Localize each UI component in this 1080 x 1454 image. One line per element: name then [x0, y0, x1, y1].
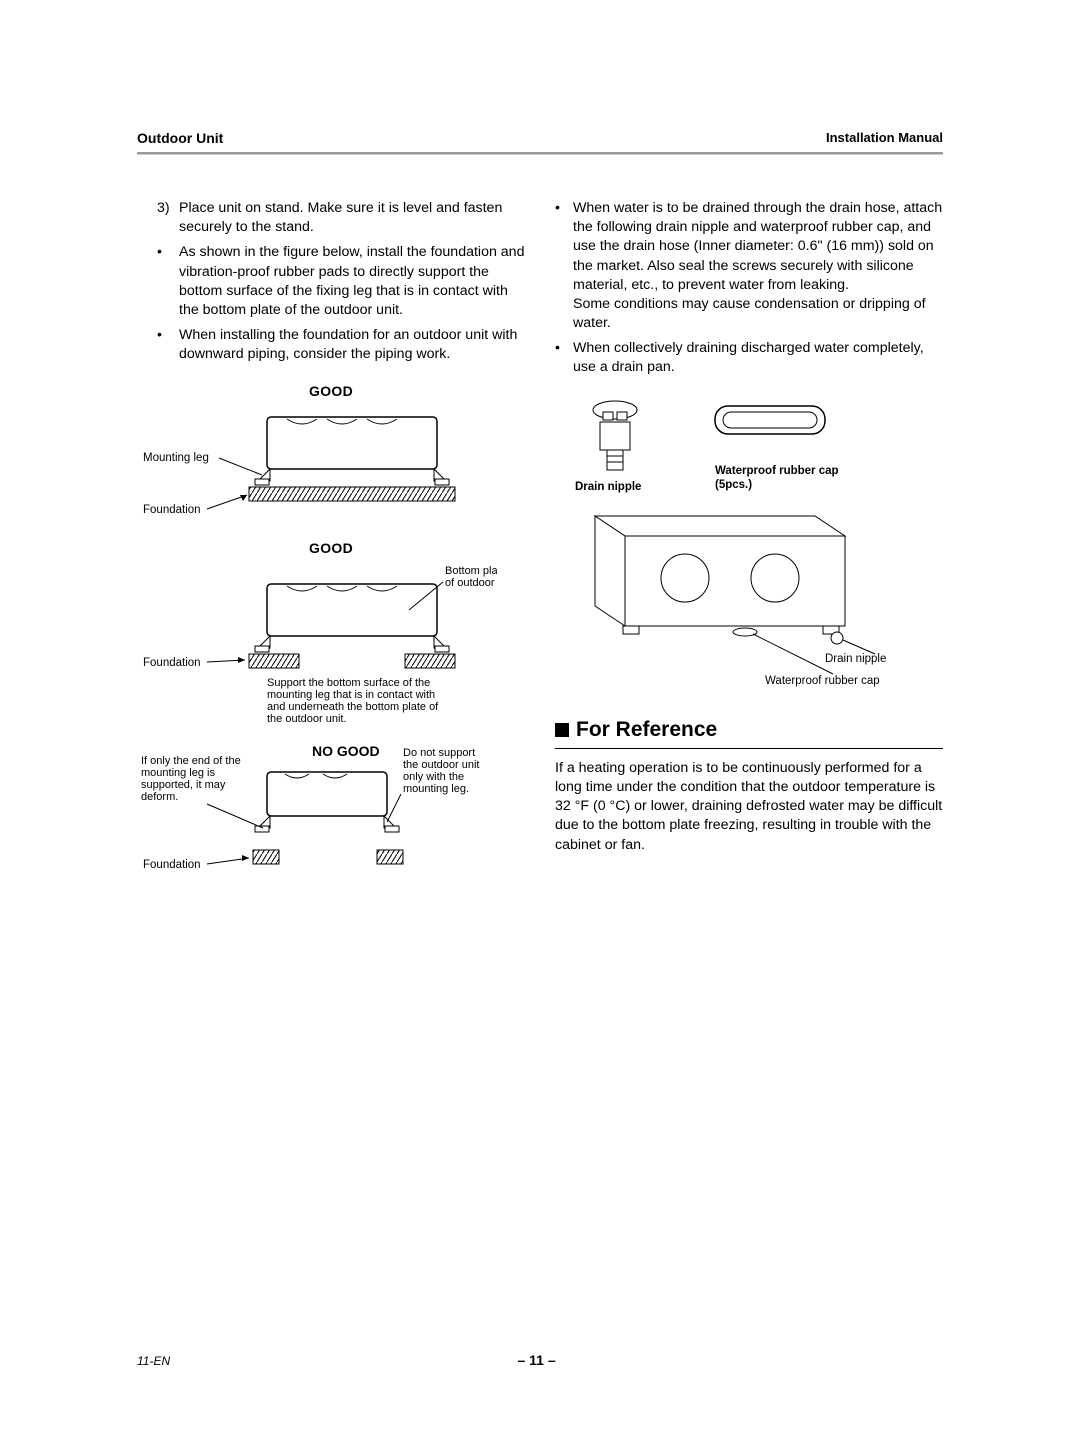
diagram-good-1: GOOD Mounting leg Foundat — [137, 382, 525, 535]
bullet-sub1: • As shown in the figure below, install … — [137, 243, 525, 320]
page-header: Outdoor Unit Installation Manual — [137, 130, 943, 148]
label-bottom-plate: Bottom plate of outdoor unit — [445, 565, 497, 589]
bullet-r1: • When water is to be drained through th… — [555, 199, 943, 333]
bullet-icon: • — [555, 339, 573, 377]
header-left: Outdoor Unit — [137, 130, 223, 146]
section-title: For Reference — [576, 716, 717, 744]
bullet-text-a: When water is to be drained through the … — [573, 200, 942, 293]
list-item-3: 3) Place unit on stand. Make sure it is … — [137, 199, 525, 237]
label-foundation: Foundation — [143, 504, 201, 516]
section-divider — [555, 748, 943, 749]
diagram-svg-drain: Drain nipple Waterproof rubber cap (5pcs… — [555, 398, 935, 688]
right-column: • When water is to be drained through th… — [555, 199, 943, 902]
page-number: – 11 – — [517, 1352, 555, 1368]
diagram-nogood: NO GOOD Do not support the outdoor unit … — [137, 742, 525, 902]
bullet-text-b: Some conditions may cause condensation o… — [573, 296, 926, 331]
diagram-svg-3: NO GOOD Do not support the outdoor unit … — [137, 742, 497, 902]
bullet-text: As shown in the figure below, install th… — [179, 243, 525, 320]
bullet-text: When installing the foundation for an ou… — [179, 326, 525, 364]
section-for-reference-head: For Reference — [555, 716, 943, 744]
square-bullet-icon — [555, 723, 569, 737]
label-drain-nipple-2: Drain nipple — [825, 653, 886, 665]
bullet-text: When collectively draining discharged wa… — [573, 339, 943, 377]
label-rubber-cap: Waterproof rubber cap (5pcs.) — [715, 465, 842, 491]
bullet-sub2: • When installing the foundation for an … — [137, 326, 525, 364]
page-footer: 11-EN – 11 – — [137, 1352, 943, 1368]
diagram2-note: Support the bottom surface of the mounti… — [267, 677, 441, 725]
label-mounting-leg: Mounting leg — [143, 452, 209, 464]
diagram-title: GOOD — [137, 382, 525, 401]
bullet-icon: • — [157, 326, 179, 364]
diagram-title: NO GOOD — [312, 743, 380, 759]
bullet-icon: • — [157, 243, 179, 320]
item-text: Place unit on stand. Make sure it is lev… — [179, 199, 525, 237]
item-number: 3) — [157, 199, 179, 237]
header-divider — [137, 152, 943, 155]
content-columns: 3) Place unit on stand. Make sure it is … — [137, 199, 943, 902]
footer-id: 11-EN — [137, 1354, 170, 1368]
label-rubber-cap-2: Waterproof rubber cap — [765, 675, 880, 687]
label-drain-nipple: Drain nipple — [575, 481, 641, 493]
diagram-drain-parts: Drain nipple Waterproof rubber cap (5pcs… — [555, 398, 943, 688]
label-foundation: Foundation — [143, 859, 201, 871]
diagram3-right-note: Do not support the outdoor unit only wit… — [403, 747, 483, 795]
diagram-good-2: GOOD Bottom plate of outdoor unit Founda… — [137, 539, 525, 752]
left-column: 3) Place unit on stand. Make sure it is … — [137, 199, 525, 902]
bullet-icon: • — [555, 199, 573, 333]
header-right: Installation Manual — [826, 130, 943, 145]
bullet-r2: • When collectively draining discharged … — [555, 339, 943, 377]
bullet-text: When water is to be drained through the … — [573, 199, 943, 333]
reference-body: If a heating operation is to be continuo… — [555, 759, 943, 855]
label-foundation: Foundation — [143, 657, 201, 669]
diagram-svg-2: Bottom plate of outdoor unit Foundation … — [137, 562, 497, 752]
diagram3-left-note: If only the end of the mounting leg is s… — [141, 755, 244, 803]
diagram-svg-1: Mounting leg Foundation — [137, 405, 497, 535]
diagram-title: GOOD — [137, 539, 525, 558]
